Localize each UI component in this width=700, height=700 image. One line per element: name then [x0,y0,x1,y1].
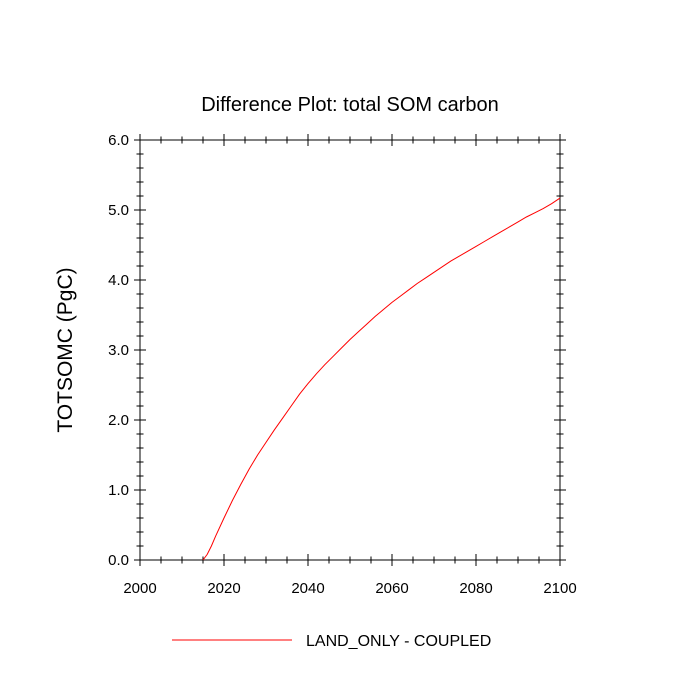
y-tick-label: 0.0 [108,552,129,569]
y-tick-label: 4.0 [108,272,129,289]
y-tick-label: 1.0 [108,482,129,499]
series-layer [202,197,561,561]
x-tick-label: 2000 [123,580,156,597]
x-tick-label: 2020 [207,580,240,597]
plot-frame [139,139,561,561]
x-tick-label: 2060 [375,580,408,597]
ticks-layer: 2000 2020 2040 2060 2080 2100 0.0 1.0 2.0 3.0 4.0 5… [108,132,577,597]
y-axis-label: TOTSOMC (PgC) [54,267,77,432]
y-tick-label: 2.0 [108,412,129,429]
x-tick-label: 2080 [459,580,492,597]
y-tick-label: 6.0 [108,132,129,149]
x-tick-label: 2040 [291,580,324,597]
chart-title: Difference Plot: total SOM carbon [201,94,499,116]
series-line [202,197,561,561]
legend-label: LAND_ONLY - COUPLED [306,633,491,650]
legend: LAND_ONLY - COUPLED [172,633,491,650]
x-tick-label: 2100 [543,580,576,597]
y-tick-label: 3.0 [108,342,129,359]
y-tick-label: 5.0 [108,202,129,219]
